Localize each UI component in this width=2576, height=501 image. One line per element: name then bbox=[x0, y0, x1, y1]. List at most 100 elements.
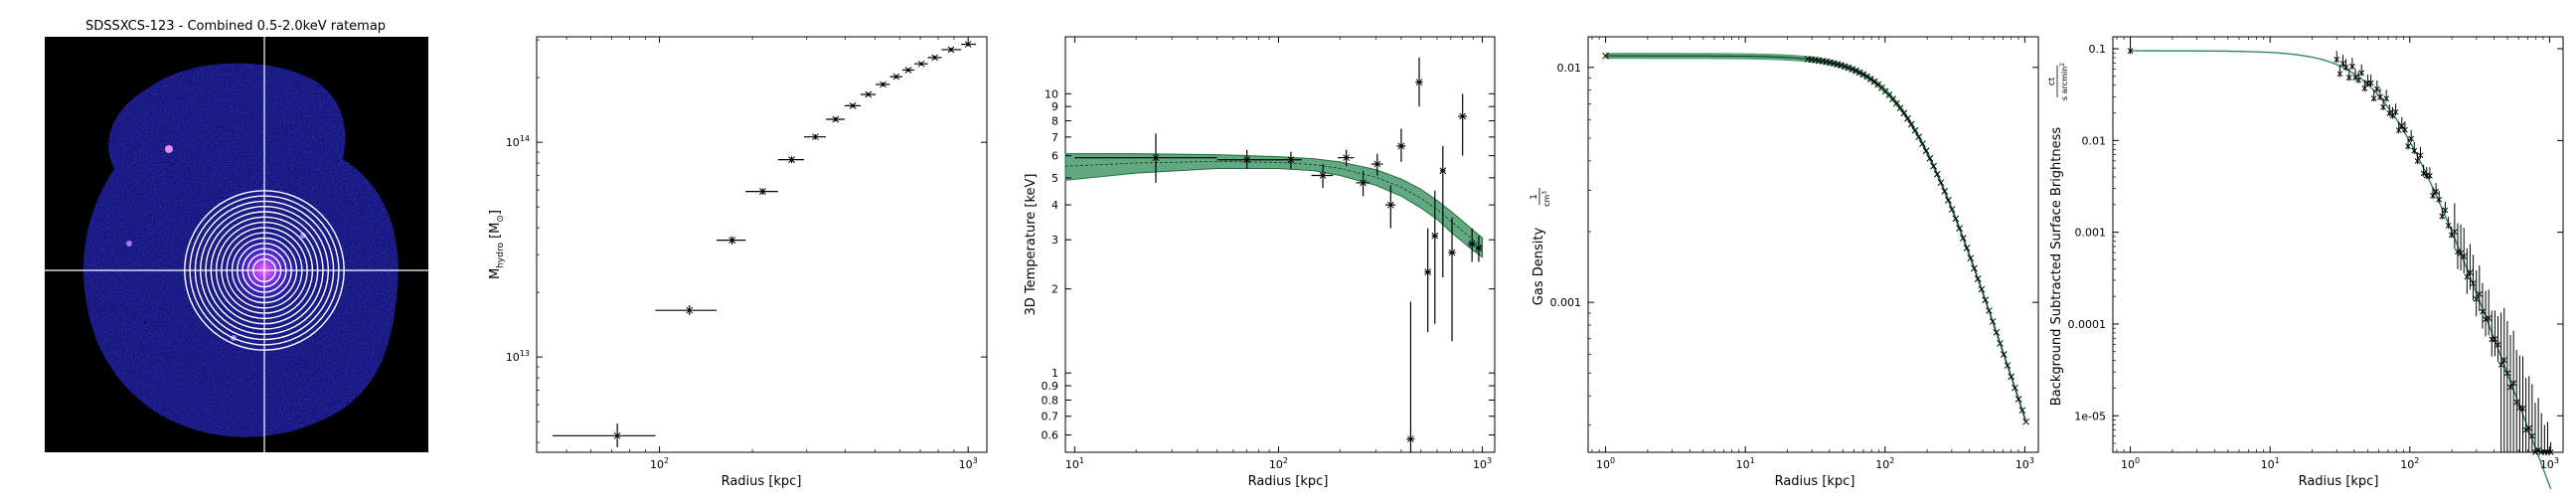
x-marker bbox=[2014, 396, 2022, 403]
mass-plot-frame bbox=[536, 36, 988, 453]
brightness-data-point bbox=[2417, 146, 2424, 159]
data-point bbox=[1074, 133, 1217, 183]
brightness-data-point bbox=[2427, 167, 2433, 180]
density-data-point bbox=[1919, 140, 1926, 147]
y-tick-label: 6 bbox=[1051, 150, 1058, 163]
x-marker bbox=[2352, 75, 2358, 81]
density-x-axis-label: Radius [kpc] bbox=[1775, 474, 1855, 489]
brightness-data-point bbox=[2504, 320, 2510, 452]
point-source bbox=[165, 145, 173, 153]
brightness-plot-frame bbox=[2112, 36, 2564, 453]
y-tick-label: 5 bbox=[1051, 172, 1058, 185]
mass-y-axis-label: Mhydro [M⊙] bbox=[488, 210, 506, 279]
density-data-point bbox=[1907, 120, 1915, 128]
brightness-data-point bbox=[2395, 121, 2402, 134]
data-point bbox=[804, 133, 827, 141]
data-point bbox=[1439, 145, 1447, 278]
brightness-data-point bbox=[2445, 217, 2452, 230]
x-marker bbox=[1855, 69, 1863, 77]
ratemap-panel: SDSSXCS-123 - Combined 0.5-2.0keV ratema… bbox=[45, 19, 428, 452]
x-tick-label: 102 bbox=[1875, 456, 1894, 471]
x-marker bbox=[1360, 179, 1367, 187]
y-tick-label: 0.1 bbox=[2089, 43, 2107, 56]
data-point bbox=[1475, 236, 1483, 262]
brightness-data-point bbox=[2398, 116, 2405, 129]
x-marker bbox=[1911, 126, 1919, 134]
data-point bbox=[1216, 149, 1279, 169]
x-marker bbox=[1823, 58, 1830, 66]
x-marker bbox=[2497, 362, 2504, 368]
x-marker bbox=[1915, 133, 1923, 141]
data-point bbox=[1458, 93, 1468, 156]
x-marker bbox=[1978, 285, 1986, 293]
x-marker bbox=[2507, 384, 2513, 391]
brightness-data-point bbox=[2489, 310, 2496, 357]
density-data-point bbox=[1870, 78, 1878, 85]
y-tick-label: 0.8 bbox=[1042, 394, 1059, 407]
svg-text:Gas Density: Gas Density bbox=[1531, 228, 1546, 306]
x-marker bbox=[1904, 114, 1911, 122]
x-marker bbox=[2380, 103, 2386, 110]
temperature-plot-frame bbox=[1064, 36, 1496, 453]
brightness-data-point bbox=[2358, 64, 2365, 77]
y-tick-label: 2 bbox=[1051, 283, 1058, 296]
x-marker bbox=[1922, 147, 1930, 155]
x-marker bbox=[2414, 158, 2421, 164]
x-marker bbox=[1841, 63, 1849, 71]
x-marker bbox=[2455, 249, 2461, 255]
x-tick-label: 103 bbox=[1473, 456, 1492, 471]
x-marker bbox=[2445, 222, 2452, 229]
density-data-point bbox=[1900, 109, 1908, 117]
brightness-data-point bbox=[2507, 335, 2513, 452]
x-marker bbox=[2345, 75, 2352, 81]
brightness-data-point bbox=[2513, 350, 2520, 452]
brightness-data-point bbox=[2339, 55, 2346, 68]
x-marker bbox=[2018, 407, 2026, 415]
brightness-data-point bbox=[2127, 42, 2134, 55]
data-point bbox=[655, 305, 717, 315]
data-point bbox=[1431, 190, 1439, 324]
x-marker bbox=[2008, 373, 2015, 381]
density-data-point bbox=[2022, 418, 2029, 425]
data-point bbox=[1406, 301, 1415, 452]
x-marker bbox=[947, 46, 955, 54]
y-tick-label: 0.001 bbox=[1550, 296, 1582, 309]
y-tick-label: 3 bbox=[1051, 234, 1058, 247]
density-data-point bbox=[1852, 67, 1859, 75]
x-marker bbox=[2411, 147, 2418, 154]
x-marker bbox=[812, 133, 819, 141]
x-marker bbox=[1930, 162, 1937, 170]
brightness-data-point bbox=[2486, 289, 2493, 336]
surface-brightness-panel: 100 101 102 103 1e-05 0.0001 0.001 0.01 0.1 Radi… bbox=[2047, 36, 2564, 490]
x-marker bbox=[2408, 135, 2415, 142]
brightness-data-point bbox=[2367, 75, 2374, 86]
x-marker bbox=[2439, 213, 2446, 220]
brightness-data-point bbox=[2525, 376, 2532, 452]
x-marker bbox=[1812, 56, 1819, 64]
brightness-data-point bbox=[2402, 120, 2408, 133]
x-marker bbox=[1830, 60, 1838, 68]
brightness-data-point bbox=[2442, 201, 2449, 214]
x-marker bbox=[1967, 254, 1975, 262]
data-point bbox=[552, 423, 656, 447]
brightness-data-point bbox=[2373, 80, 2380, 92]
density-data-point bbox=[1937, 179, 1945, 187]
density-data-point bbox=[2018, 407, 2026, 415]
x-marker bbox=[2451, 229, 2458, 236]
density-data-point bbox=[1948, 206, 1956, 213]
density-data-point bbox=[1967, 254, 1975, 262]
x-marker bbox=[865, 90, 873, 98]
density-data-point bbox=[2008, 373, 2015, 381]
data-point bbox=[1385, 185, 1396, 229]
brightness-data-point bbox=[2349, 58, 2355, 71]
brightness-data-point bbox=[2467, 244, 2474, 290]
density-data-point bbox=[1982, 296, 1990, 304]
x-marker bbox=[2433, 188, 2439, 195]
density-data-point bbox=[1834, 61, 1842, 68]
x-tick-label: 101 bbox=[1065, 456, 1084, 471]
x-tick-label: 100 bbox=[2121, 456, 2140, 471]
x-marker bbox=[2392, 108, 2399, 115]
x-marker bbox=[2510, 380, 2516, 387]
brightness-data-point bbox=[2464, 248, 2471, 294]
brightness-data-point bbox=[2342, 59, 2349, 72]
